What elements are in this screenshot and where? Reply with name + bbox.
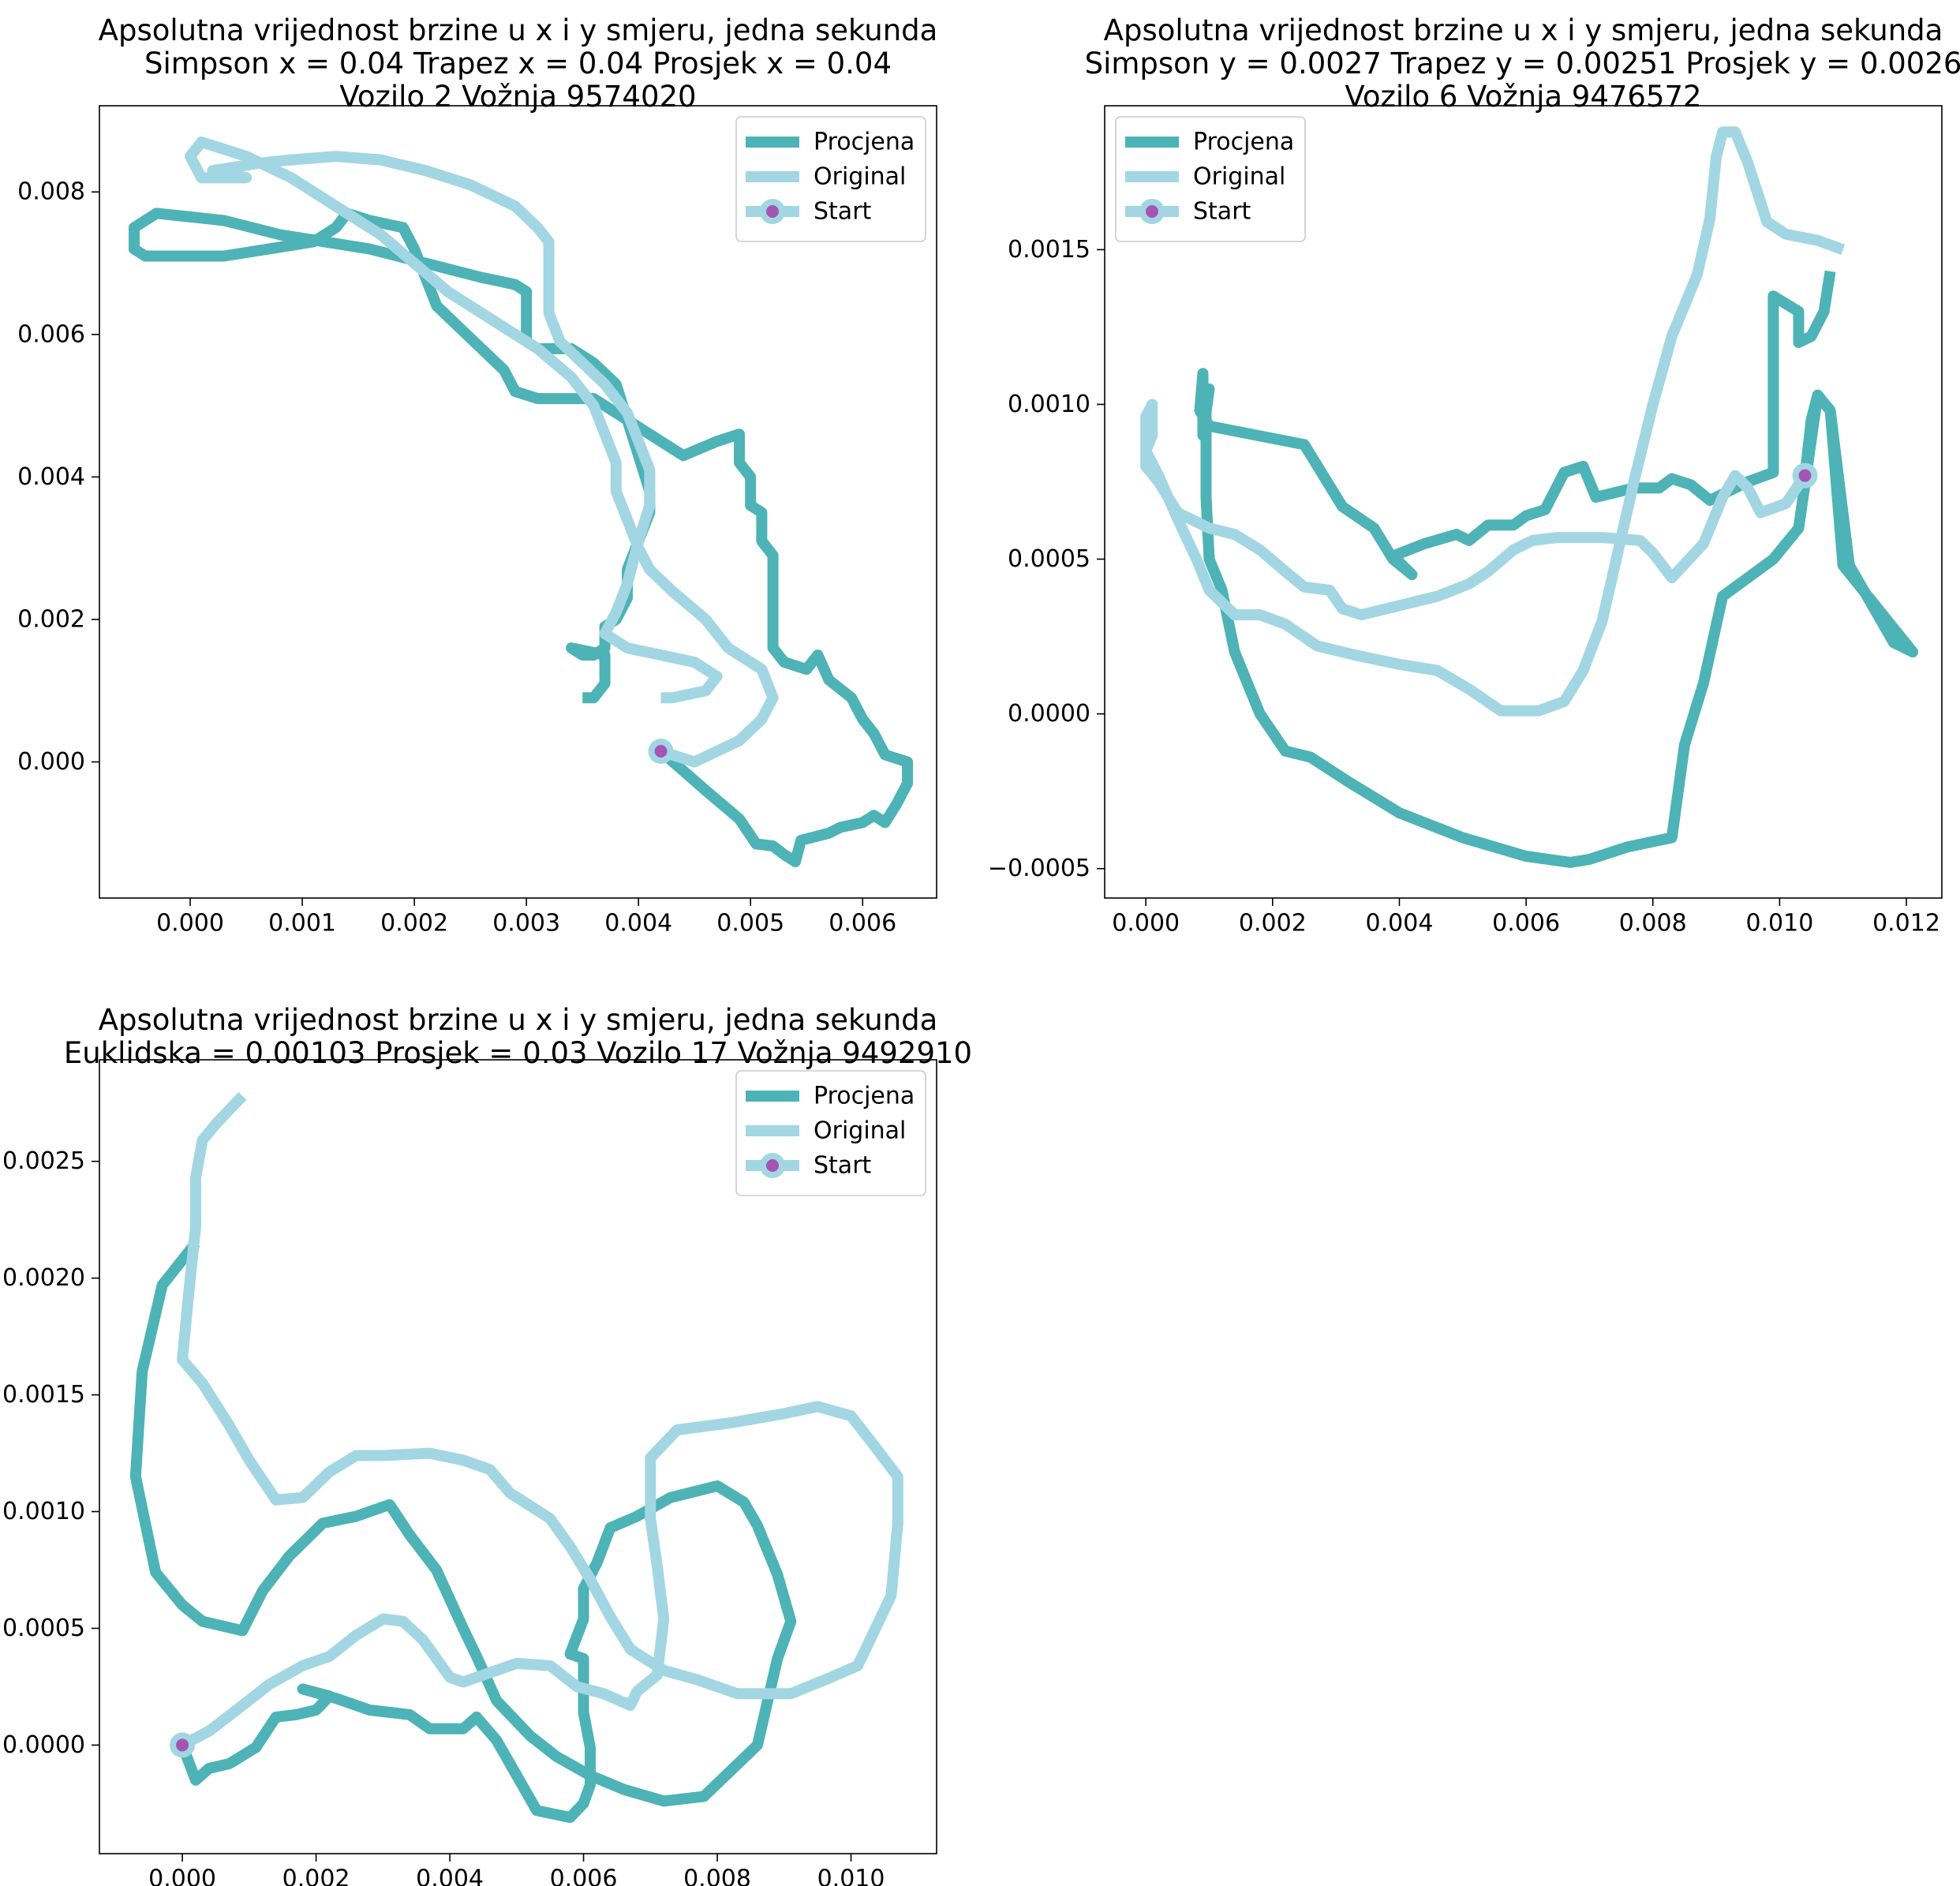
- y-tick-label: 0.000: [17, 748, 85, 776]
- chart-title-line: Apsolutna vrijednost brzine u x i y smje…: [1104, 13, 1943, 47]
- legend-label-start: Start: [814, 198, 872, 226]
- axes-frame: [1104, 105, 1943, 899]
- legend-label-original: Original: [814, 1117, 906, 1145]
- y-tick-label: −0.0005: [988, 855, 1090, 882]
- y-tick-label: 0.0000: [1008, 700, 1090, 728]
- start-marker: [176, 1738, 189, 1752]
- axes-frame: [99, 105, 937, 899]
- y-tick-label: 0.0020: [2, 1264, 85, 1292]
- x-tick-label: 0.001: [268, 910, 336, 937]
- series-line-procjena: [129, 208, 914, 867]
- y-tick-label: 0.0000: [2, 1731, 85, 1759]
- y-tick-label: 0.0005: [2, 1615, 85, 1642]
- legend-label-procjena: Procjena: [814, 1083, 915, 1110]
- series-line-procjena: [129, 1239, 797, 1824]
- series-line-procjena: [1194, 270, 1919, 868]
- y-tick-label: 0.0015: [2, 1381, 85, 1409]
- legend-label-original: Original: [814, 163, 906, 191]
- chart-3: Apsolutna vrijednost brzine u x i y smje…: [2, 1003, 972, 1886]
- axes-frame: [99, 1059, 937, 1854]
- x-tick-label: 0.000: [1112, 910, 1180, 937]
- chart-title-line: Simpson x = 0.04 Trapez x = 0.04 Prosjek…: [144, 47, 892, 80]
- legend-start-dot: [766, 205, 779, 218]
- x-tick-label: 0.005: [716, 910, 784, 937]
- y-tick-label: 0.004: [17, 463, 85, 491]
- chart-title-line: Apsolutna vrijednost brzine u x i y smje…: [99, 13, 938, 47]
- series-lines: [129, 137, 914, 867]
- legend-label-start: Start: [814, 1152, 872, 1180]
- start-marker: [1798, 469, 1812, 482]
- series-line-original: [177, 1092, 903, 1750]
- x-tick-label: 0.006: [1492, 910, 1560, 937]
- chart-title-line: Euklidska = 0.00103 Prosjek = 0.03 Vozil…: [64, 1036, 972, 1070]
- start-marker: [654, 745, 668, 758]
- chart-title-line: Vozilo 6 Vožnja 9476572: [1345, 80, 1701, 114]
- legend-label-original: Original: [1193, 163, 1285, 191]
- y-tick-label: 0.0010: [1008, 391, 1090, 418]
- x-tick-label: 0.004: [604, 910, 672, 937]
- x-tick-label: 0.003: [492, 910, 560, 937]
- chart-title-line: Simpson y = 0.0027 Trapez y = 0.00251 Pr…: [1085, 47, 1960, 80]
- x-tick-label: 0.010: [817, 1865, 885, 1886]
- x-tick-label: 0.002: [282, 1865, 350, 1886]
- x-tick-label: 0.002: [380, 910, 448, 937]
- x-tick-label: 0.008: [683, 1865, 751, 1886]
- y-tick-label: 0.006: [17, 320, 85, 348]
- legend-label-start: Start: [1193, 198, 1251, 226]
- legend-start-dot: [1146, 205, 1158, 218]
- series-line-original: [1140, 126, 1846, 717]
- x-tick-label: 0.006: [550, 1865, 618, 1886]
- x-tick-label: 0.002: [1239, 910, 1307, 937]
- chart-1: Apsolutna vrijednost brzine u x i y smje…: [17, 13, 937, 937]
- y-tick-label: 0.0010: [2, 1498, 85, 1525]
- chart-2: Apsolutna vrijednost brzine u x i y smje…: [988, 13, 1960, 937]
- series-lines: [129, 1092, 903, 1824]
- chart-title-line: Vozilo 2 Vožnja 9574020: [339, 80, 696, 114]
- legend: Procjena Original Start: [735, 1070, 926, 1196]
- x-tick-label: 0.004: [1366, 910, 1434, 937]
- legend-label-procjena: Procjena: [1193, 129, 1294, 156]
- x-tick-label: 0.012: [1872, 910, 1940, 937]
- y-tick-label: 0.002: [17, 605, 85, 633]
- legend: Procjena Original Start: [1115, 116, 1306, 242]
- x-tick-label: 0.004: [416, 1865, 484, 1886]
- x-tick-label: 0.000: [148, 1865, 216, 1886]
- x-tick-label: 0.000: [156, 910, 224, 937]
- y-tick-label: 0.0005: [1008, 545, 1090, 573]
- y-tick-label: 0.0015: [1008, 236, 1090, 264]
- legend-label-procjena: Procjena: [814, 129, 915, 156]
- x-tick-label: 0.006: [829, 910, 896, 937]
- legend-start-dot: [766, 1159, 779, 1172]
- x-tick-label: 0.010: [1745, 910, 1813, 937]
- series-line-original: [185, 137, 779, 768]
- y-tick-label: 0.0025: [2, 1147, 85, 1175]
- x-tick-label: 0.008: [1619, 910, 1687, 937]
- chart-title-line: Apsolutna vrijednost brzine u x i y smje…: [99, 1003, 938, 1037]
- series-lines: [1140, 126, 1919, 868]
- legend: Procjena Original Start: [735, 116, 926, 242]
- y-tick-label: 0.008: [17, 178, 85, 206]
